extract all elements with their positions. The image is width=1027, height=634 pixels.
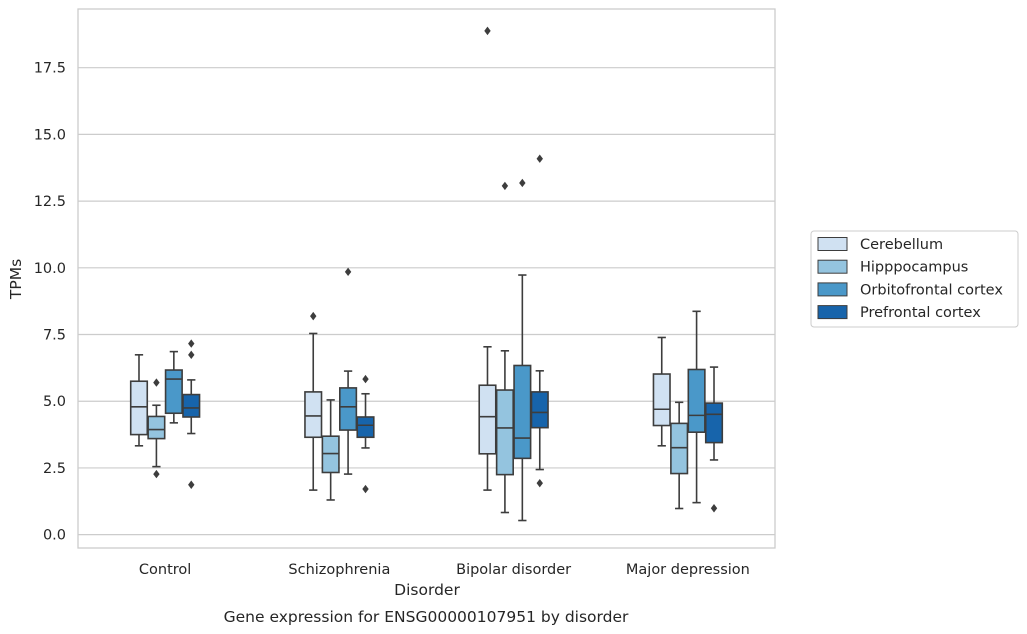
y-tick-label: 5.0 xyxy=(43,394,66,410)
box-group xyxy=(704,366,724,513)
outlier-marker xyxy=(310,311,317,321)
legend-label: Cerebellum xyxy=(860,237,943,253)
box-group xyxy=(304,311,323,491)
box-body xyxy=(321,435,340,474)
box-group xyxy=(670,401,689,510)
y-tick-label: 7.5 xyxy=(43,328,66,344)
box-group xyxy=(129,354,149,447)
box-group xyxy=(495,181,514,514)
box-group xyxy=(339,267,358,475)
outlier-marker xyxy=(188,480,195,489)
box-group xyxy=(513,178,532,522)
outlier-marker xyxy=(536,478,543,488)
outlier-marker xyxy=(188,350,195,360)
x-axis-title: Disorder xyxy=(394,581,460,599)
outlier-marker xyxy=(710,504,718,513)
box-group xyxy=(530,154,549,488)
legend-frame xyxy=(810,230,1019,328)
box-body xyxy=(304,391,323,439)
legend-swatch xyxy=(817,282,848,297)
box-group xyxy=(652,336,671,447)
x-tick-label: Schizophrenia xyxy=(288,562,390,578)
x-axis-ticks: Control Schizophrenia Bipolar disorder Majo… xyxy=(139,562,750,578)
box-body xyxy=(687,368,706,433)
outlier-marker xyxy=(344,267,352,277)
box-body xyxy=(356,416,375,439)
legend-label: Prefrontal cortex xyxy=(860,305,981,321)
box-body xyxy=(129,380,149,436)
legend-label: Hipppocampus xyxy=(860,260,968,276)
legend-swatch xyxy=(817,305,848,320)
box-group xyxy=(321,399,340,501)
x-tick-label: Bipolar disorder xyxy=(456,562,571,578)
box-group xyxy=(687,310,706,504)
box-body xyxy=(670,422,689,475)
outlier-marker xyxy=(188,339,195,348)
y-axis-title: TPMs xyxy=(7,259,25,300)
box-body xyxy=(147,415,166,440)
box-body xyxy=(164,369,183,415)
outlier-marker xyxy=(519,178,526,188)
box-body xyxy=(478,384,497,455)
box-body xyxy=(652,373,671,427)
box-group xyxy=(147,378,166,479)
x-tick-label: Control xyxy=(139,562,191,578)
box-body xyxy=(495,389,514,476)
outlier-marker xyxy=(153,378,160,387)
chart-caption: Gene expression for ENSG00000107951 by d… xyxy=(224,608,629,626)
box-group xyxy=(478,26,497,491)
box-group xyxy=(356,374,375,494)
y-tick-label: 12.5 xyxy=(34,194,66,210)
y-tick-label: 15.0 xyxy=(34,127,66,143)
box-group xyxy=(182,339,201,489)
box-body xyxy=(530,391,549,429)
outlier-marker xyxy=(536,154,543,163)
outlier-marker xyxy=(501,181,509,191)
legend-swatch xyxy=(817,237,848,251)
y-tick-label: 17.5 xyxy=(34,61,66,77)
legend: Cerebellum Hipppocampus Orbitofrontal cort… xyxy=(810,230,1019,328)
outlier-marker xyxy=(484,26,491,36)
y-tick-label: 2.5 xyxy=(43,461,66,477)
legend-label: Orbitofrontal cortex xyxy=(860,282,1003,298)
plot-frame xyxy=(77,8,776,549)
box-body xyxy=(513,364,532,460)
x-tick-label: Major depression xyxy=(626,562,750,578)
box-body xyxy=(339,387,358,431)
box-group xyxy=(164,350,183,424)
outlier-marker xyxy=(362,484,369,494)
box-body xyxy=(182,393,201,418)
outlier-marker xyxy=(153,469,160,479)
plot-area xyxy=(129,26,724,522)
box-body xyxy=(704,402,724,444)
y-tick-label: 0.0 xyxy=(43,528,66,544)
outlier-marker xyxy=(362,374,369,384)
legend-swatch xyxy=(817,259,848,274)
y-tick-label: 10.0 xyxy=(34,261,66,277)
y-axis-ticks: 0.0 2.5 5.0 7.5 10.0 12.5 15.0 17.5 xyxy=(34,61,66,544)
